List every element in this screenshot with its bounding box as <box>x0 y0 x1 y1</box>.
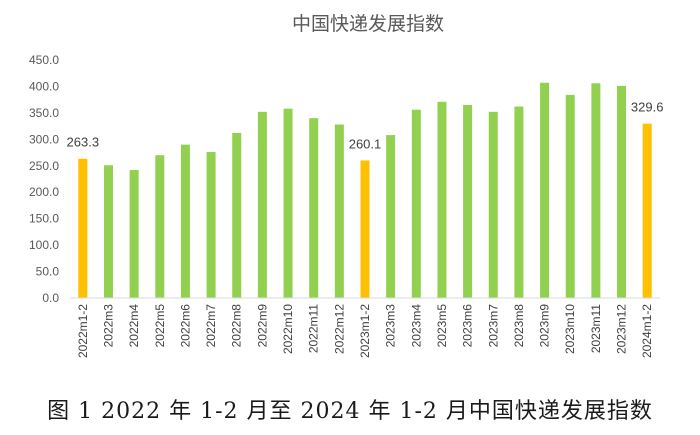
bar <box>437 101 447 298</box>
x-tick-label: 2022m4 <box>127 304 141 348</box>
data-labels: 263.3 260.1 329.6 <box>67 100 664 152</box>
bar <box>488 111 498 298</box>
bar <box>463 104 473 298</box>
bar <box>206 152 216 298</box>
bar <box>232 132 242 298</box>
bar <box>129 170 139 298</box>
x-tick-label: 2022m6 <box>178 304 192 348</box>
bar <box>283 108 293 298</box>
x-tick-label: 2022m10 <box>281 304 295 354</box>
x-tick-label: 2022m7 <box>204 304 218 348</box>
x-tick-label: 2022m1-2 <box>76 304 90 358</box>
y-tick-label: 0.0 <box>42 291 59 305</box>
y-tick-label: 150.0 <box>29 212 59 226</box>
y-tick-label: 100.0 <box>29 238 59 252</box>
x-tick-label: 2023m6 <box>461 304 475 348</box>
bar <box>155 155 165 298</box>
bar <box>78 158 88 298</box>
data-label: 263.3 <box>67 135 100 150</box>
chart-title: 中国快递发展指数 <box>292 13 444 35</box>
bar <box>642 123 652 298</box>
x-tick-label: 2022m11 <box>307 304 321 353</box>
bar <box>565 94 575 298</box>
y-tick-label: 200.0 <box>29 185 59 199</box>
y-tick-label: 50.0 <box>36 265 60 279</box>
x-axis: 2022m1-2 2022m3 2022m4 2022m5 2022m6 2022m7 20… <box>70 297 660 358</box>
bar <box>334 124 344 298</box>
x-tick-label: 2022m9 <box>255 304 269 348</box>
y-tick-label: 250.0 <box>29 159 59 173</box>
bar <box>360 160 370 298</box>
data-label: 260.1 <box>349 136 382 151</box>
x-tick-label: 2023m9 <box>538 304 552 348</box>
bar <box>309 118 319 298</box>
chart: 中国快递发展指数 0.0 50.0 100.0 150.0 200.0 250.0 300.… <box>29 13 664 358</box>
x-tick-label: 2023m5 <box>435 304 449 348</box>
x-tick-label: 2023m10 <box>563 304 577 354</box>
x-tick-label: 2024m1-2 <box>640 304 654 358</box>
bar <box>617 85 627 298</box>
bar <box>103 165 113 298</box>
x-tick-label: 2023m12 <box>615 304 629 354</box>
x-tick-label: 2023m7 <box>486 304 500 348</box>
bar <box>591 83 601 298</box>
x-tick-label: 2023m4 <box>409 304 423 348</box>
x-tick-label: 2022m8 <box>230 304 244 348</box>
y-axis: 0.0 50.0 100.0 150.0 200.0 250.0 300.0 350.0 400… <box>29 53 59 305</box>
x-tick-label: 2023m1-2 <box>358 304 372 358</box>
bar <box>386 135 396 298</box>
y-tick-label: 350.0 <box>29 106 59 120</box>
x-tick-label: 2023m11 <box>589 304 603 353</box>
y-tick-label: 400.0 <box>29 79 59 93</box>
bar <box>257 111 267 298</box>
bar <box>514 106 524 298</box>
bar <box>540 82 550 299</box>
x-tick-label: 2022m12 <box>332 304 346 354</box>
bars <box>78 82 652 299</box>
figure-caption: 图 1 2022 年 1-2 月至 2024 年 1-2 月中国快递发展指数 <box>47 399 653 424</box>
y-tick-label: 300.0 <box>29 132 59 146</box>
x-tick-label: 2023m3 <box>384 304 398 348</box>
data-label: 329.6 <box>631 100 664 115</box>
x-tick-label: 2022m5 <box>153 304 167 348</box>
x-tick-label: 2022m3 <box>101 304 115 348</box>
bar <box>411 109 421 299</box>
bar <box>180 144 190 298</box>
y-tick-label: 450.0 <box>29 53 59 67</box>
x-tick-label: 2023m8 <box>512 304 526 348</box>
